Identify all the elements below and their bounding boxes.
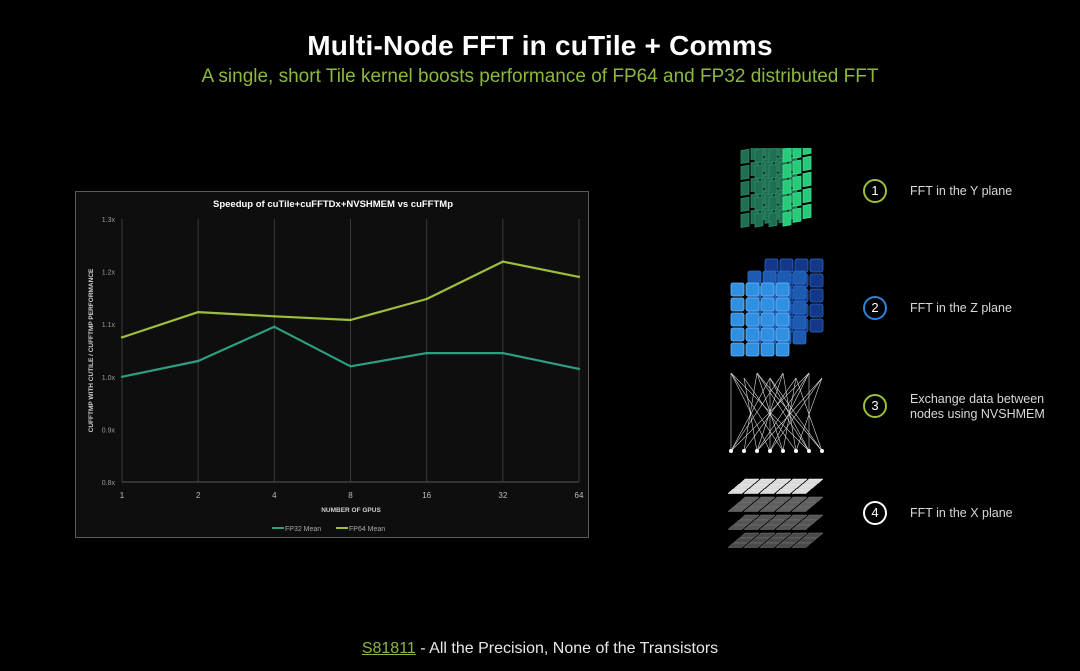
step-3-number: 3 — [863, 394, 887, 418]
x-tick-label: 4 — [272, 491, 277, 500]
session-title: - All the Precision, None of the Transis… — [415, 640, 719, 657]
y-tick-label: 1.1x — [102, 322, 116, 329]
network-exchange-icon — [729, 372, 824, 453]
legend-entry: FP64 Mean — [349, 526, 385, 533]
page-subtitle: A single, short Tile kernel boosts perfo… — [201, 66, 879, 87]
data-point — [349, 318, 352, 322]
y-plane-grid-icon — [740, 148, 812, 229]
legend-entry: FP32 Mean — [285, 526, 321, 533]
data-point — [425, 351, 428, 355]
y-axis-label: CUFFTMP WITH CUTILE / CUFFTMP PERFORMANC… — [88, 268, 95, 432]
y-tick-label: 0.9x — [102, 427, 116, 434]
x-tick-label: 1 — [120, 491, 125, 500]
x-tick-label: 8 — [348, 491, 353, 500]
x-plane-layers-icon — [727, 478, 824, 548]
step-2-label: FFT in the Z plane — [910, 301, 1012, 315]
y-tick-label: 1.2x — [102, 270, 116, 277]
x-tick-label: 64 — [575, 491, 584, 500]
data-point — [425, 297, 428, 301]
y-tick-label: 0.8x — [102, 480, 116, 487]
step-4-number: 4 — [863, 501, 887, 525]
z-plane-grid-icon — [730, 258, 824, 357]
fft-steps-panel: 1 FFT in the Y plane 2 FFT in the Z plan… — [715, 140, 1080, 560]
footer: S81811 - All the Precision, None of the … — [0, 640, 1080, 658]
data-point — [577, 275, 581, 279]
y-tick-label: 1.0x — [102, 375, 116, 382]
data-point — [120, 336, 124, 339]
step-1-number: 1 — [863, 179, 887, 203]
data-point — [577, 367, 581, 371]
data-point — [273, 325, 276, 329]
chart-title: Speedup of cuTile+cuFFTDx+NVSHMEM vs cuF… — [213, 199, 453, 210]
step-3-label: Exchange data between nodes using NVSHME… — [910, 392, 1045, 421]
step-4-label: FFT in the X plane — [910, 506, 1013, 520]
data-point — [349, 365, 352, 368]
y-tick-label: 1.3x — [102, 217, 116, 224]
data-point — [120, 375, 124, 378]
data-point — [501, 351, 505, 355]
data-point — [273, 315, 276, 318]
step-2-number: 2 — [863, 296, 887, 320]
x-tick-label: 16 — [422, 491, 431, 500]
page-title: Multi-Node FFT in cuTile + Comms — [307, 30, 773, 61]
data-point — [501, 260, 505, 263]
x-axis-label: NUMBER OF GPUS — [321, 507, 381, 514]
session-code-link[interactable]: S81811 — [361, 640, 416, 657]
speedup-chart: Speedup of cuTile+cuFFTDx+NVSHMEM vs cuF… — [75, 191, 589, 538]
data-point — [196, 359, 200, 363]
step-1-label: FFT in the Y plane — [910, 184, 1013, 198]
x-tick-label: 32 — [498, 491, 507, 500]
chart-svg: Speedup of cuTile+cuFFTDx+NVSHMEM vs cuF… — [88, 199, 584, 533]
data-point — [196, 310, 200, 314]
x-tick-label: 2 — [196, 491, 201, 500]
